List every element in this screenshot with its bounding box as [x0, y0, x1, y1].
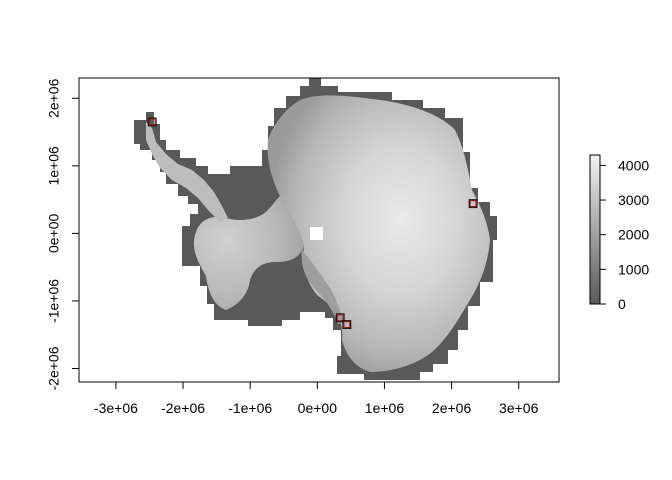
west-antarctic-ice-sheet [193, 196, 304, 310]
y-axis: -2e+06 -1e+06 0e+00 1e+06 2e+06 [46, 78, 80, 390]
color-legend: 0 1000 2000 3000 4000 [589, 154, 649, 312]
x-tick-label: 0e+00 [298, 400, 338, 416]
ice-shelf-detail [301, 250, 344, 324]
x-tick-label: -3e+06 [94, 400, 138, 416]
x-tick-label: 1e+06 [365, 400, 405, 416]
x-tick-label: -2e+06 [161, 400, 205, 416]
east-antarctic-ice-sheet [267, 95, 490, 372]
marker-antarctic-peninsula-outline [147, 117, 157, 127]
marker-east-coast-outline [468, 199, 478, 209]
x-tick-label: 3e+06 [499, 400, 539, 416]
y-tick-label: 2e+06 [46, 78, 62, 118]
legend-tick-label: 1000 [618, 261, 649, 277]
y-tick-label: 0e+00 [46, 214, 62, 254]
pole-hole [310, 227, 323, 240]
legend-tick-label: 2000 [618, 227, 649, 243]
y-tick-label: 1e+06 [46, 146, 62, 186]
elevation-raster [134, 78, 497, 380]
marker-east-coast [469, 200, 477, 208]
legend-tick-label: 0 [618, 296, 626, 312]
x-tick-label: 2e+06 [432, 400, 472, 416]
x-axis: -3e+06 -2e+06 -1e+06 0e+00 1e+06 2e+06 3e+06 [94, 381, 539, 416]
legend-colorbar [589, 154, 601, 305]
legend-tick-label: 3000 [618, 192, 649, 208]
marker-ross-sea-1 [336, 314, 344, 322]
x-tick-label: -1e+06 [228, 400, 272, 416]
y-tick-label: -1e+06 [46, 279, 62, 323]
marker-ross-sea-1-outline [335, 313, 345, 323]
y-tick-label: -2e+06 [46, 346, 62, 390]
marker-antarctic-peninsula [148, 118, 156, 126]
legend-tick-label: 4000 [618, 157, 649, 173]
marker-ross-sea-2 [343, 320, 351, 329]
marker-ross-sea-2-outline [342, 320, 352, 329]
peninsula-ridge [146, 122, 228, 222]
